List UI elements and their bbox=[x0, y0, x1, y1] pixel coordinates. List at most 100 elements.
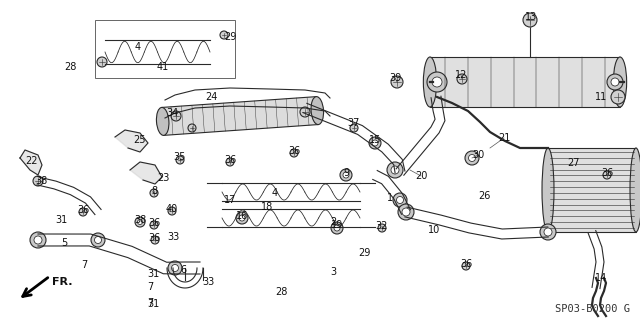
Circle shape bbox=[402, 208, 410, 216]
Circle shape bbox=[239, 215, 245, 221]
Circle shape bbox=[350, 124, 358, 132]
Text: 38: 38 bbox=[134, 215, 146, 225]
Circle shape bbox=[465, 151, 479, 165]
Circle shape bbox=[372, 140, 378, 146]
Circle shape bbox=[343, 172, 349, 178]
Circle shape bbox=[378, 224, 386, 232]
Circle shape bbox=[468, 154, 476, 161]
Text: 36: 36 bbox=[601, 168, 613, 178]
Text: 15: 15 bbox=[369, 135, 381, 145]
Bar bbox=[430, 57, 620, 107]
Circle shape bbox=[391, 76, 403, 88]
Text: 28: 28 bbox=[275, 287, 287, 297]
Circle shape bbox=[544, 228, 552, 236]
Circle shape bbox=[226, 158, 234, 166]
Text: 12: 12 bbox=[455, 70, 467, 80]
Text: 38: 38 bbox=[35, 176, 47, 186]
Circle shape bbox=[79, 208, 87, 216]
Circle shape bbox=[91, 233, 105, 247]
Text: 16: 16 bbox=[236, 211, 248, 221]
Text: 22: 22 bbox=[26, 156, 38, 166]
Bar bbox=[162, 97, 318, 135]
Ellipse shape bbox=[613, 57, 627, 107]
Circle shape bbox=[138, 219, 143, 225]
Text: 32: 32 bbox=[376, 221, 388, 231]
Circle shape bbox=[168, 207, 176, 215]
Circle shape bbox=[334, 225, 340, 231]
Circle shape bbox=[340, 169, 352, 181]
Circle shape bbox=[30, 232, 46, 248]
Text: FR.: FR. bbox=[52, 277, 72, 287]
Circle shape bbox=[33, 176, 43, 186]
Circle shape bbox=[172, 264, 179, 271]
Text: 36: 36 bbox=[460, 259, 472, 269]
Text: 29: 29 bbox=[224, 32, 236, 42]
Text: 10: 10 bbox=[428, 225, 440, 235]
Circle shape bbox=[176, 156, 184, 164]
Text: 11: 11 bbox=[595, 92, 607, 102]
Text: 31: 31 bbox=[55, 215, 67, 225]
Text: 7: 7 bbox=[81, 260, 87, 270]
Text: 7: 7 bbox=[147, 298, 153, 308]
Circle shape bbox=[398, 204, 414, 220]
Circle shape bbox=[540, 224, 556, 240]
Text: 23: 23 bbox=[157, 173, 169, 183]
Text: 36: 36 bbox=[224, 155, 236, 165]
Ellipse shape bbox=[542, 148, 554, 232]
Text: 40: 40 bbox=[166, 204, 178, 214]
Text: 28: 28 bbox=[64, 62, 76, 72]
Text: 27: 27 bbox=[568, 158, 580, 168]
Text: 4: 4 bbox=[272, 188, 278, 198]
Circle shape bbox=[151, 236, 159, 244]
Circle shape bbox=[290, 149, 298, 157]
Circle shape bbox=[300, 107, 310, 117]
Text: 31: 31 bbox=[147, 299, 159, 309]
Circle shape bbox=[97, 57, 107, 67]
Ellipse shape bbox=[630, 148, 640, 232]
Circle shape bbox=[171, 111, 181, 121]
Text: 18: 18 bbox=[261, 202, 273, 212]
Circle shape bbox=[427, 72, 447, 92]
Circle shape bbox=[168, 261, 182, 275]
Text: 30: 30 bbox=[472, 150, 484, 160]
Text: 26: 26 bbox=[478, 191, 490, 201]
Circle shape bbox=[369, 137, 381, 149]
Text: 9: 9 bbox=[343, 168, 349, 178]
Text: 17: 17 bbox=[224, 195, 236, 205]
Text: 29: 29 bbox=[358, 248, 370, 258]
Text: 7: 7 bbox=[147, 282, 153, 292]
Text: 33: 33 bbox=[202, 277, 214, 287]
Circle shape bbox=[387, 162, 403, 178]
Text: 36: 36 bbox=[77, 205, 89, 215]
Text: 20: 20 bbox=[415, 171, 427, 181]
Text: 3: 3 bbox=[330, 267, 336, 277]
Text: 36: 36 bbox=[288, 146, 300, 156]
Circle shape bbox=[150, 221, 158, 229]
Ellipse shape bbox=[156, 108, 169, 135]
Circle shape bbox=[391, 166, 399, 174]
Circle shape bbox=[457, 74, 467, 84]
Circle shape bbox=[432, 77, 442, 87]
Ellipse shape bbox=[311, 97, 324, 124]
Text: 8: 8 bbox=[151, 186, 157, 196]
Text: 5: 5 bbox=[61, 238, 67, 248]
Polygon shape bbox=[20, 150, 42, 175]
Bar bbox=[548, 148, 636, 232]
Circle shape bbox=[331, 222, 343, 234]
Circle shape bbox=[523, 13, 537, 27]
Circle shape bbox=[188, 124, 196, 132]
Text: 14: 14 bbox=[595, 273, 607, 283]
Circle shape bbox=[236, 212, 248, 224]
Polygon shape bbox=[130, 162, 162, 184]
Text: 19: 19 bbox=[331, 220, 343, 230]
Circle shape bbox=[34, 236, 42, 244]
Text: 31: 31 bbox=[147, 269, 159, 279]
Text: 4: 4 bbox=[135, 42, 141, 52]
Circle shape bbox=[611, 90, 625, 104]
Text: 37: 37 bbox=[348, 118, 360, 128]
Circle shape bbox=[393, 193, 407, 207]
Text: 6: 6 bbox=[180, 265, 186, 275]
Text: 25: 25 bbox=[134, 135, 147, 145]
Polygon shape bbox=[115, 130, 148, 152]
Circle shape bbox=[95, 236, 102, 243]
